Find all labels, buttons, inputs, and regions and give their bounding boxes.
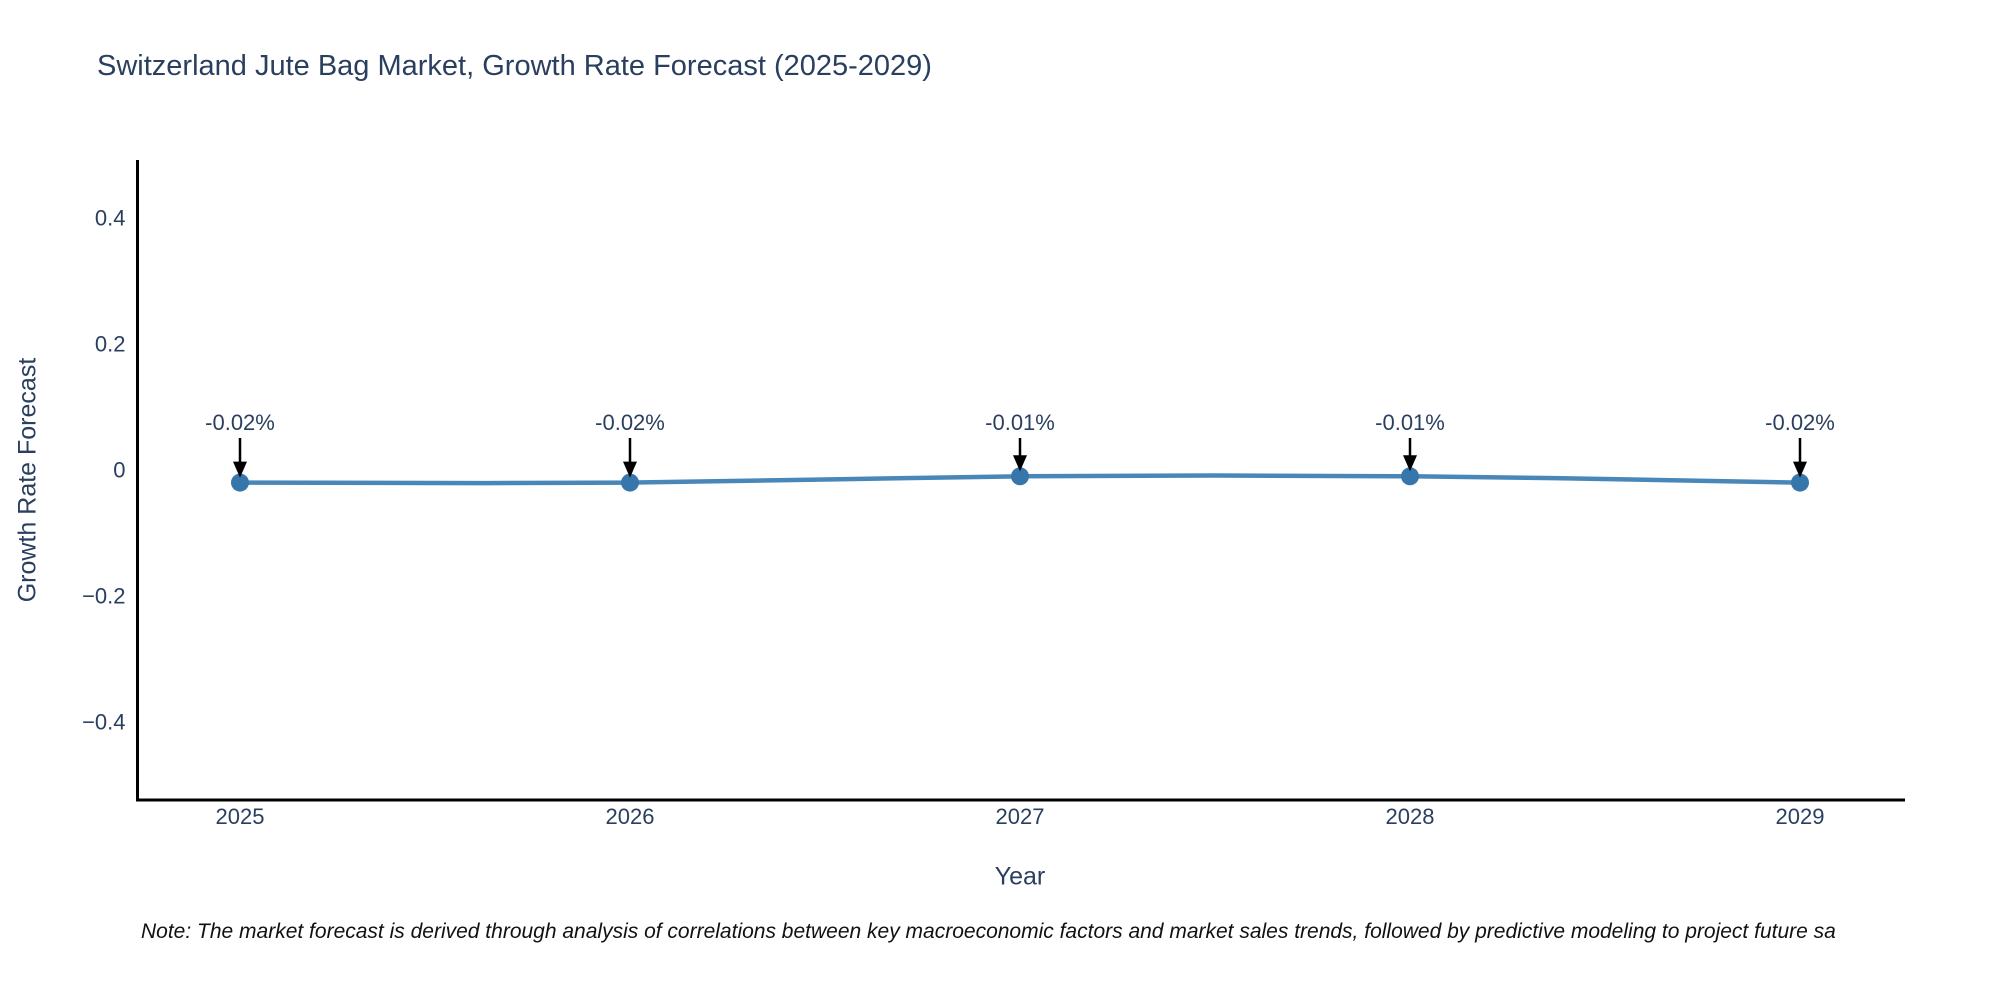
- y-tick-label: −0.4: [82, 710, 125, 735]
- y-tick-label: 0.4: [95, 206, 126, 231]
- annotation-arrowhead: [1793, 461, 1807, 478]
- x-tick-label: 2028: [1386, 804, 1435, 829]
- annotation-arrowhead: [1403, 455, 1417, 472]
- y-tick-label: −0.2: [82, 584, 125, 609]
- annotation-label: -0.02%: [205, 410, 275, 435]
- annotation-arrowhead: [233, 461, 247, 478]
- y-tick-label: 0.2: [95, 332, 126, 357]
- data-point-marker: [1011, 467, 1029, 486]
- data-point-marker: [1401, 467, 1419, 486]
- chart-title: Switzerland Jute Bag Market, Growth Rate…: [97, 50, 932, 82]
- y-tick-label: 0: [113, 458, 125, 483]
- annotation-arrowhead: [1013, 455, 1027, 472]
- data-point-marker: [1791, 473, 1809, 492]
- footnote-text: Note: The market forecast is derived thr…: [141, 920, 1836, 943]
- x-tick-label: 2029: [1776, 804, 1825, 829]
- data-point-marker: [231, 473, 249, 492]
- annotation-label: -0.01%: [985, 410, 1055, 435]
- x-tick-label: 2026: [606, 804, 655, 829]
- annotation-label: -0.02%: [1765, 410, 1835, 435]
- x-tick-label: 2025: [216, 804, 265, 829]
- annotation-arrowhead: [623, 461, 637, 478]
- annotation-label: -0.01%: [1375, 410, 1445, 435]
- y-axis-title: Growth Rate Forecast: [13, 357, 42, 603]
- x-axis-title: Year: [994, 862, 1046, 891]
- x-tick-label: 2027: [996, 804, 1045, 829]
- annotation-label: -0.02%: [595, 410, 665, 435]
- data-point-marker: [621, 473, 639, 492]
